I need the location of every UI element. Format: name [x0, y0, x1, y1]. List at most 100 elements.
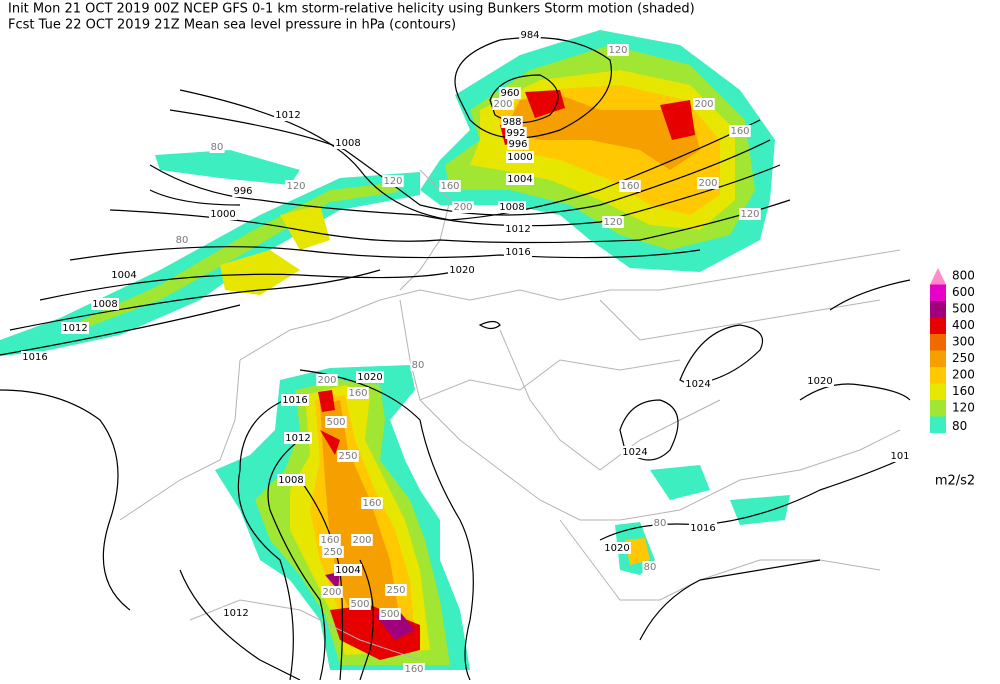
- label-box: [806, 375, 834, 387]
- label-box: [602, 216, 624, 228]
- label-box: [232, 185, 254, 197]
- contour-label: 1008: [499, 202, 524, 213]
- label-box: [504, 246, 532, 258]
- contour-label: 1008: [278, 475, 303, 486]
- contour-label: 1012: [275, 110, 300, 121]
- legend-label: 80: [952, 419, 967, 433]
- label-box: [410, 359, 426, 371]
- helicity-label: 80: [412, 360, 425, 371]
- label-box: [729, 125, 751, 137]
- label-box: [452, 201, 474, 213]
- contour-label: 1016: [505, 247, 530, 258]
- label-box: [506, 151, 534, 163]
- helicity-label: 200: [493, 99, 512, 110]
- helicity-label: 120: [286, 181, 305, 192]
- contour-label: 1020: [604, 543, 629, 554]
- label-box: [349, 598, 371, 610]
- legend-swatch: [930, 416, 946, 433]
- helicity-label: 160: [620, 181, 639, 192]
- helicity-shading: [0, 30, 790, 670]
- label-box: [321, 586, 343, 598]
- helicity-label: 120: [603, 217, 622, 228]
- contour-label: 996: [233, 186, 252, 197]
- legend: 800 600 500 400 300 250 200 160 120 80: [930, 268, 975, 433]
- contour-label: 988: [502, 117, 521, 128]
- label-box: [501, 116, 523, 128]
- legend-swatch: [930, 317, 946, 334]
- legend-label: 120: [952, 401, 975, 415]
- helicity-label: 500: [380, 609, 399, 620]
- label-box: [361, 497, 383, 509]
- contour-label: 1008: [335, 138, 360, 149]
- contour-label: 960: [500, 88, 519, 99]
- helicity-label: 120: [383, 176, 402, 187]
- legend-swatch: [930, 284, 946, 301]
- label-box: [603, 542, 631, 554]
- helicity-label: 200: [694, 99, 713, 110]
- contour-label: 984: [520, 30, 539, 41]
- label-box: [689, 522, 717, 534]
- helicity-label: 160: [404, 664, 423, 675]
- label-box: [21, 351, 49, 363]
- label-box: [337, 450, 359, 462]
- legend-label: 600: [952, 285, 975, 299]
- label-box: [684, 378, 712, 390]
- label-box: [739, 208, 761, 220]
- legend-swatch: [930, 268, 946, 285]
- label-box: [110, 269, 138, 281]
- helicity-label: 120: [608, 45, 627, 56]
- legend-swatch: [930, 334, 946, 351]
- contour-label: 101: [890, 451, 909, 462]
- legend-swatch: [930, 400, 946, 417]
- label-box: [284, 432, 312, 444]
- legend-label: 800: [952, 269, 975, 283]
- contour-label: 1016: [282, 395, 307, 406]
- label-box: [209, 141, 225, 153]
- header-line: Fcst Tue 22 OCT 2019 21Z Mean sea level …: [8, 18, 456, 33]
- label-box: [277, 474, 305, 486]
- label-box: [621, 446, 649, 458]
- label-box: [642, 561, 658, 573]
- label-box: [281, 394, 309, 406]
- label-box: [174, 234, 190, 246]
- label-box: [492, 98, 514, 110]
- helicity-label: 200: [352, 535, 371, 546]
- label-box: [91, 298, 119, 310]
- helicity-label: 160: [348, 388, 367, 399]
- contour-label: 1004: [111, 270, 136, 281]
- helicity-label: 120: [740, 209, 759, 220]
- label-box: [499, 87, 521, 99]
- label-box: [319, 534, 341, 546]
- contour-label: 996: [508, 139, 527, 150]
- label-box: [697, 177, 719, 189]
- legend-unit: m2/s2: [935, 474, 975, 489]
- label-box: [506, 173, 534, 185]
- legend-label: 400: [952, 318, 975, 332]
- contour-label: 1012: [505, 224, 530, 235]
- contour-label: 1020: [449, 265, 474, 276]
- legend-swatch: [930, 350, 946, 367]
- contour-label: 1020: [357, 372, 382, 383]
- label-box: [619, 180, 641, 192]
- helicity-label: 80: [654, 518, 667, 529]
- contour-label: 1012: [285, 433, 310, 444]
- helicity-label: 500: [326, 417, 345, 428]
- helicity-label: 160: [320, 535, 339, 546]
- helicity-label: 160: [730, 126, 749, 137]
- label-box: [274, 109, 302, 121]
- label-box: [325, 416, 347, 428]
- helicity-label: 80: [211, 142, 224, 153]
- label-box: [607, 44, 629, 56]
- label-box: [209, 208, 237, 220]
- helicity-label: 250: [386, 585, 405, 596]
- contour-label: 1016: [690, 523, 715, 534]
- legend-swatch: [930, 383, 946, 400]
- label-box: [693, 98, 715, 110]
- label-box: [519, 29, 541, 41]
- label-box: [498, 201, 526, 213]
- contour-label: 1024: [622, 447, 647, 458]
- label-box: [334, 564, 362, 576]
- label-box: [222, 607, 250, 619]
- label-box: [652, 517, 668, 529]
